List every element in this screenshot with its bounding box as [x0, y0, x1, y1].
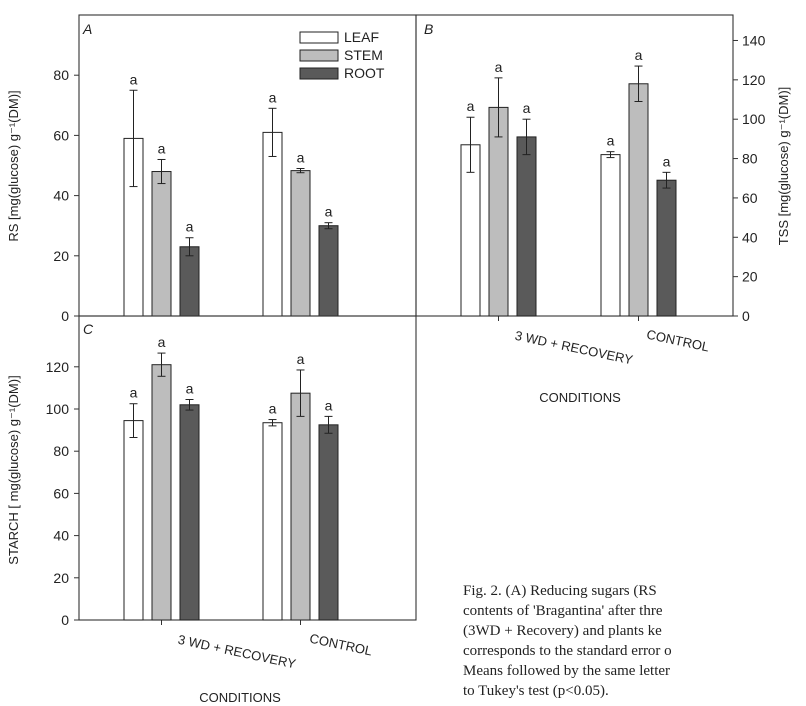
y-tick-label: 80: [53, 67, 69, 83]
significance-letter: a: [297, 150, 305, 166]
legend-label: STEM: [344, 47, 383, 63]
x-axis-label: CONDITIONS: [539, 390, 621, 405]
y-tick-label: 120: [46, 359, 70, 375]
bar: [262, 422, 283, 621]
y-tick-label: 60: [53, 127, 69, 143]
bar: [318, 225, 339, 317]
bar: [151, 171, 172, 317]
y-tick-label: 80: [53, 443, 69, 459]
significance-letter: a: [269, 89, 277, 105]
significance-letter: a: [186, 219, 194, 235]
legend-swatch: [299, 67, 339, 80]
y-tick-label: 120: [742, 72, 766, 88]
y-tick-label: 100: [46, 401, 70, 417]
y-tick-label: 20: [53, 570, 69, 586]
significance-letter: a: [325, 397, 333, 413]
bar: [151, 364, 172, 621]
y-tick-label: 100: [742, 111, 766, 127]
x-category-label: CONTROL: [308, 631, 373, 659]
y-axis-label: STARCH [ mg(glucose) g⁻¹(DM)]: [6, 375, 21, 564]
panel-frame: [415, 14, 734, 317]
y-tick-label: 80: [742, 151, 758, 167]
y-tick-label: 20: [742, 269, 758, 285]
legend-swatch: [299, 31, 339, 44]
legend-swatch: [299, 49, 339, 62]
x-category-label: 3 WD + RECOVERY: [177, 632, 298, 672]
bar: [262, 131, 283, 317]
bar: [628, 83, 649, 317]
significance-letter: a: [495, 59, 503, 75]
bar: [656, 179, 677, 317]
bar: [290, 392, 311, 621]
y-tick-label: 40: [53, 528, 69, 544]
significance-letter: a: [130, 385, 138, 401]
y-tick-label: 0: [742, 308, 750, 324]
bar: [179, 404, 200, 621]
significance-letter: a: [158, 140, 166, 156]
caption-line: contents of 'Bragantina' after thre: [463, 603, 663, 619]
y-tick-label: 140: [742, 32, 766, 48]
panel-frame: [78, 315, 417, 621]
significance-letter: a: [130, 71, 138, 87]
caption-line: (3WD + Recovery) and plants ke: [463, 623, 662, 639]
x-category-label: CONTROL: [645, 327, 710, 355]
caption-line: corresponds to the standard error o: [463, 643, 672, 659]
significance-letter: a: [635, 47, 643, 63]
bar: [516, 136, 537, 317]
caption-line: to Tukey's test (p<0.05).: [463, 683, 609, 699]
legend-label: ROOT: [344, 65, 385, 81]
y-tick-label: 0: [61, 308, 69, 324]
y-tick-label: 20: [53, 248, 69, 264]
y-tick-label: 40: [742, 229, 758, 245]
panel-label: B: [424, 21, 433, 37]
x-axis-label: CONDITIONS: [199, 690, 281, 705]
caption-line: Means followed by the same letter: [463, 663, 671, 679]
y-axis-label: RS [mg(glucose) g⁻¹(DM)]: [6, 90, 21, 241]
bar: [123, 420, 144, 621]
x-category-label: 3 WD + RECOVERY: [514, 328, 635, 368]
legend-label: LEAF: [344, 29, 379, 45]
y-tick-label: 60: [53, 485, 69, 501]
caption-line: Fig. 2. (A) Reducing sugars (RS: [463, 583, 657, 599]
significance-letter: a: [269, 401, 277, 417]
bar: [600, 154, 621, 317]
bar: [488, 106, 509, 317]
panel-label: A: [82, 21, 92, 37]
significance-letter: a: [325, 204, 333, 220]
y-tick-label: 0: [61, 612, 69, 628]
significance-letter: a: [523, 100, 531, 116]
significance-letter: a: [663, 153, 671, 169]
figure-caption: Fig. 2. (A) Reducing sugars (RS contents…: [463, 581, 803, 701]
bar: [290, 170, 311, 317]
bar: [318, 424, 339, 621]
significance-letter: a: [467, 98, 475, 114]
significance-letter: a: [297, 351, 305, 367]
y-axis-label: TSS [mg(glucose) g⁻¹(DM)]: [776, 87, 791, 246]
significance-letter: a: [158, 334, 166, 350]
y-tick-label: 40: [53, 188, 69, 204]
y-tick-label: 60: [742, 190, 758, 206]
significance-letter: a: [607, 133, 615, 149]
bar: [179, 246, 200, 317]
significance-letter: a: [186, 381, 194, 397]
panel-label: C: [83, 321, 94, 337]
